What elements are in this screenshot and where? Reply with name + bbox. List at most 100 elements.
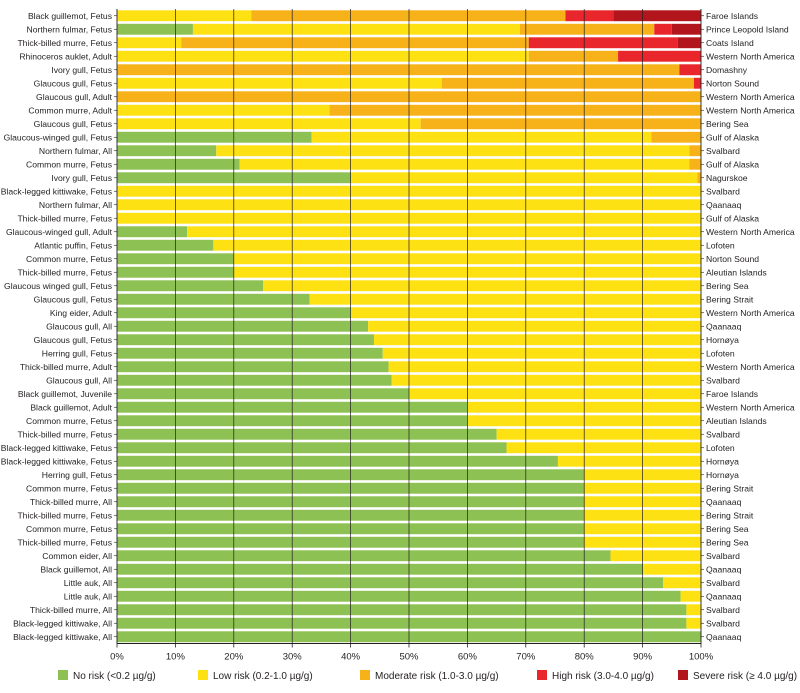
bar-segment bbox=[251, 10, 566, 22]
category-label: Common murre, Fetus bbox=[26, 416, 112, 426]
bar-segment bbox=[677, 37, 701, 49]
bar-segment bbox=[117, 428, 497, 440]
location-label: Svalbard bbox=[706, 376, 740, 386]
location-label: Qaanaaq bbox=[706, 200, 742, 210]
bar-segment bbox=[557, 455, 701, 467]
bar-segment bbox=[420, 118, 701, 130]
location-label: Hornøya bbox=[706, 335, 739, 345]
legend: No risk (<0.2 µg/g) Low risk (0.2-1.0 µg/… bbox=[58, 670, 797, 682]
category-label: Atlantic puffin, Fetus bbox=[34, 241, 112, 251]
category-label: Black guillemot, Adult bbox=[30, 403, 112, 413]
bar-segment bbox=[528, 37, 678, 49]
category-label: Common murre, Fetus bbox=[26, 254, 112, 264]
category-label: Glaucous gull, Fetus bbox=[34, 335, 112, 345]
legend-swatch bbox=[198, 670, 208, 680]
bar-segment bbox=[239, 158, 690, 170]
bar-segment bbox=[651, 131, 701, 143]
bar-segment bbox=[216, 145, 690, 157]
category-label: Northern fulmar, Fetus bbox=[27, 25, 113, 35]
bar-segment bbox=[192, 23, 520, 35]
category-label: Black-legged kittiwake, Fetus bbox=[1, 443, 112, 453]
bar-segment bbox=[117, 320, 369, 332]
x-tick-label: 100% bbox=[689, 652, 714, 663]
location-label: Western North America bbox=[706, 403, 795, 413]
bar-segment bbox=[409, 388, 701, 400]
bar-segment bbox=[263, 280, 701, 292]
category-label: Little auk, All bbox=[64, 592, 112, 602]
location-label: Aleutian Islands bbox=[706, 268, 767, 278]
bar-segment bbox=[117, 145, 217, 157]
bar-segment bbox=[686, 604, 701, 616]
legend-label: High risk (3.0-4.0 µg/g) bbox=[552, 671, 654, 682]
bar-segment bbox=[680, 590, 701, 602]
category-label: Black-legged kittiwake, All bbox=[13, 619, 112, 629]
location-label: Svalbard bbox=[706, 187, 740, 197]
location-label: Bering Strait bbox=[706, 295, 754, 305]
location-label: Lofoten bbox=[706, 443, 735, 453]
location-label: Svalbard bbox=[706, 146, 740, 156]
bar-segment bbox=[117, 550, 611, 562]
location-label: Bering Strait bbox=[706, 511, 754, 521]
x-tick-label: 40% bbox=[341, 652, 361, 663]
category-label: Black-legged kittiwake, Fetus bbox=[1, 187, 112, 197]
category-label: Little auk, All bbox=[64, 578, 112, 588]
bar-segment bbox=[117, 10, 252, 22]
bar-segment bbox=[117, 131, 312, 143]
bar-segment bbox=[117, 158, 240, 170]
bar-segment bbox=[181, 37, 529, 49]
category-label: Common eider, All bbox=[42, 551, 112, 561]
category-label: Common murre, Adult bbox=[28, 106, 112, 116]
bar-segment bbox=[693, 77, 701, 89]
category-label: Glaucous gull, Fetus bbox=[34, 295, 112, 305]
location-labels: Faroe Islands Prince Leopold Island Coats … bbox=[701, 11, 795, 642]
category-label: Northern fulmar, All bbox=[39, 146, 112, 156]
bar-segment bbox=[382, 347, 701, 359]
bar-segment bbox=[329, 104, 701, 116]
bar-segment bbox=[117, 604, 687, 616]
bar-segment bbox=[368, 320, 701, 332]
category-label: Black-legged kittiwake, Fetus bbox=[1, 457, 112, 467]
category-label: Black guillemot, Fetus bbox=[28, 11, 112, 21]
bar-segment bbox=[117, 280, 263, 292]
bar-segment bbox=[117, 293, 310, 305]
x-tick-label: 10% bbox=[166, 652, 186, 663]
location-label: Bering Strait bbox=[706, 484, 754, 494]
category-label: Common murre, Fetus bbox=[26, 160, 112, 170]
category-label: Glaucous gull, Fetus bbox=[34, 79, 112, 89]
category-label: Thick-billed murre, Fetus bbox=[17, 38, 112, 48]
bar-segment bbox=[117, 361, 389, 373]
bar-segment bbox=[117, 455, 558, 467]
location-label: Lofoten bbox=[706, 241, 735, 251]
legend-label: Severe risk (≥ 4.0 µg/g) bbox=[693, 671, 797, 682]
location-label: Coats Island bbox=[706, 38, 754, 48]
category-label: Northern fulmar, All bbox=[39, 200, 112, 210]
location-label: Svalbard bbox=[706, 605, 740, 615]
location-label: Bering Sea bbox=[706, 524, 749, 534]
x-tick-label: 30% bbox=[283, 652, 303, 663]
bar-segment bbox=[117, 37, 182, 49]
category-label: Black guillemot, All bbox=[40, 565, 112, 575]
location-label: Western North America bbox=[706, 362, 795, 372]
bar-segment bbox=[388, 361, 701, 373]
bar-segment bbox=[187, 226, 701, 238]
category-label: Ivory gull, Fetus bbox=[51, 65, 112, 75]
legend-label: Moderate risk (1.0-3.0 µg/g) bbox=[375, 671, 499, 682]
location-label: Qaanaaq bbox=[706, 632, 742, 642]
legend-swatch bbox=[678, 670, 688, 680]
location-label: Western North America bbox=[706, 308, 795, 318]
category-label: Thick-billed murre, Fetus bbox=[17, 268, 112, 278]
bar-segment bbox=[613, 10, 701, 22]
bar-segment bbox=[117, 226, 188, 238]
bar-segment bbox=[117, 23, 193, 35]
category-label: Ivory gull, Fetus bbox=[51, 173, 112, 183]
bar-segment bbox=[117, 104, 330, 116]
location-label: Norton Sound bbox=[706, 254, 759, 264]
location-label: Qaanaaq bbox=[706, 322, 742, 332]
location-label: Gulf of Alaska bbox=[706, 160, 759, 170]
x-tick-label: 80% bbox=[575, 652, 595, 663]
bar-segment bbox=[686, 617, 701, 629]
category-label: Herring gull, Fetus bbox=[42, 349, 112, 359]
location-label: Gulf of Alaska bbox=[706, 214, 759, 224]
location-label: Svalbard bbox=[706, 551, 740, 561]
location-label: Nagurskoe bbox=[706, 173, 748, 183]
